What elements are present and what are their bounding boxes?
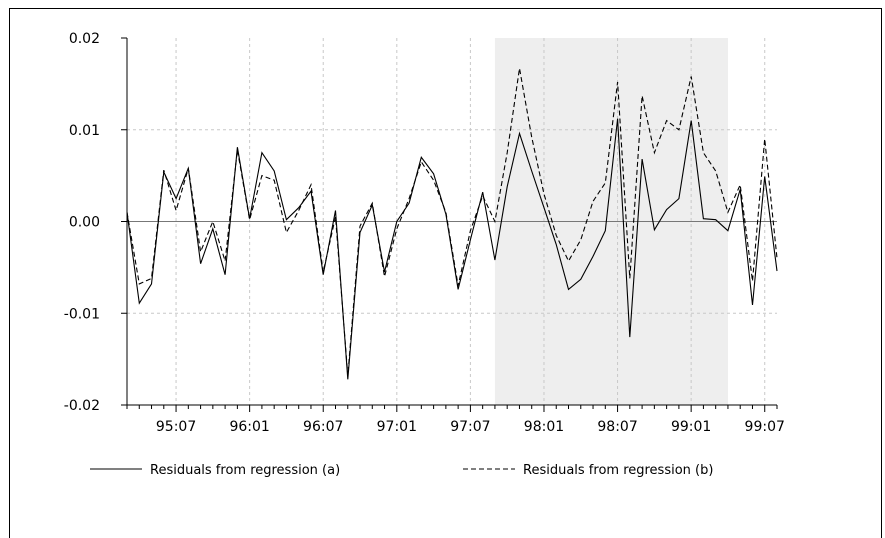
- x-tick-label: 97:07: [450, 419, 490, 435]
- x-tick-label: 97:01: [377, 419, 417, 435]
- x-tick-label: 99:07: [745, 419, 785, 435]
- x-tick-label: 98:01: [524, 419, 564, 435]
- y-tick-label: -0.02: [64, 398, 100, 414]
- legend-label-b: Residuals from regression (b): [523, 463, 713, 478]
- x-tick-label: 99:01: [671, 419, 711, 435]
- y-tick-label: 0.01: [69, 123, 100, 139]
- x-tick-label: 96:07: [303, 419, 343, 435]
- chart-frame: [9, 8, 882, 538]
- legend-label-a: Residuals from regression (a): [150, 463, 340, 478]
- series-line-b: [126, 68, 778, 376]
- y-tick-label: 0.02: [69, 31, 100, 47]
- x-tick-label: 95:07: [156, 419, 196, 435]
- x-tick-label: 96:01: [229, 419, 269, 435]
- y-tick-label: -0.01: [64, 306, 100, 322]
- y-tick-label: 0.00: [69, 215, 100, 231]
- x-tick-label: 98:07: [597, 419, 637, 435]
